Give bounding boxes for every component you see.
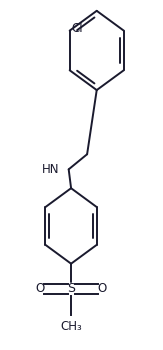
Text: S: S: [67, 282, 75, 295]
Text: O: O: [35, 282, 44, 295]
Text: Cl: Cl: [71, 22, 83, 35]
Text: HN: HN: [42, 163, 59, 176]
Text: CH₃: CH₃: [60, 320, 82, 333]
Text: O: O: [98, 282, 107, 295]
